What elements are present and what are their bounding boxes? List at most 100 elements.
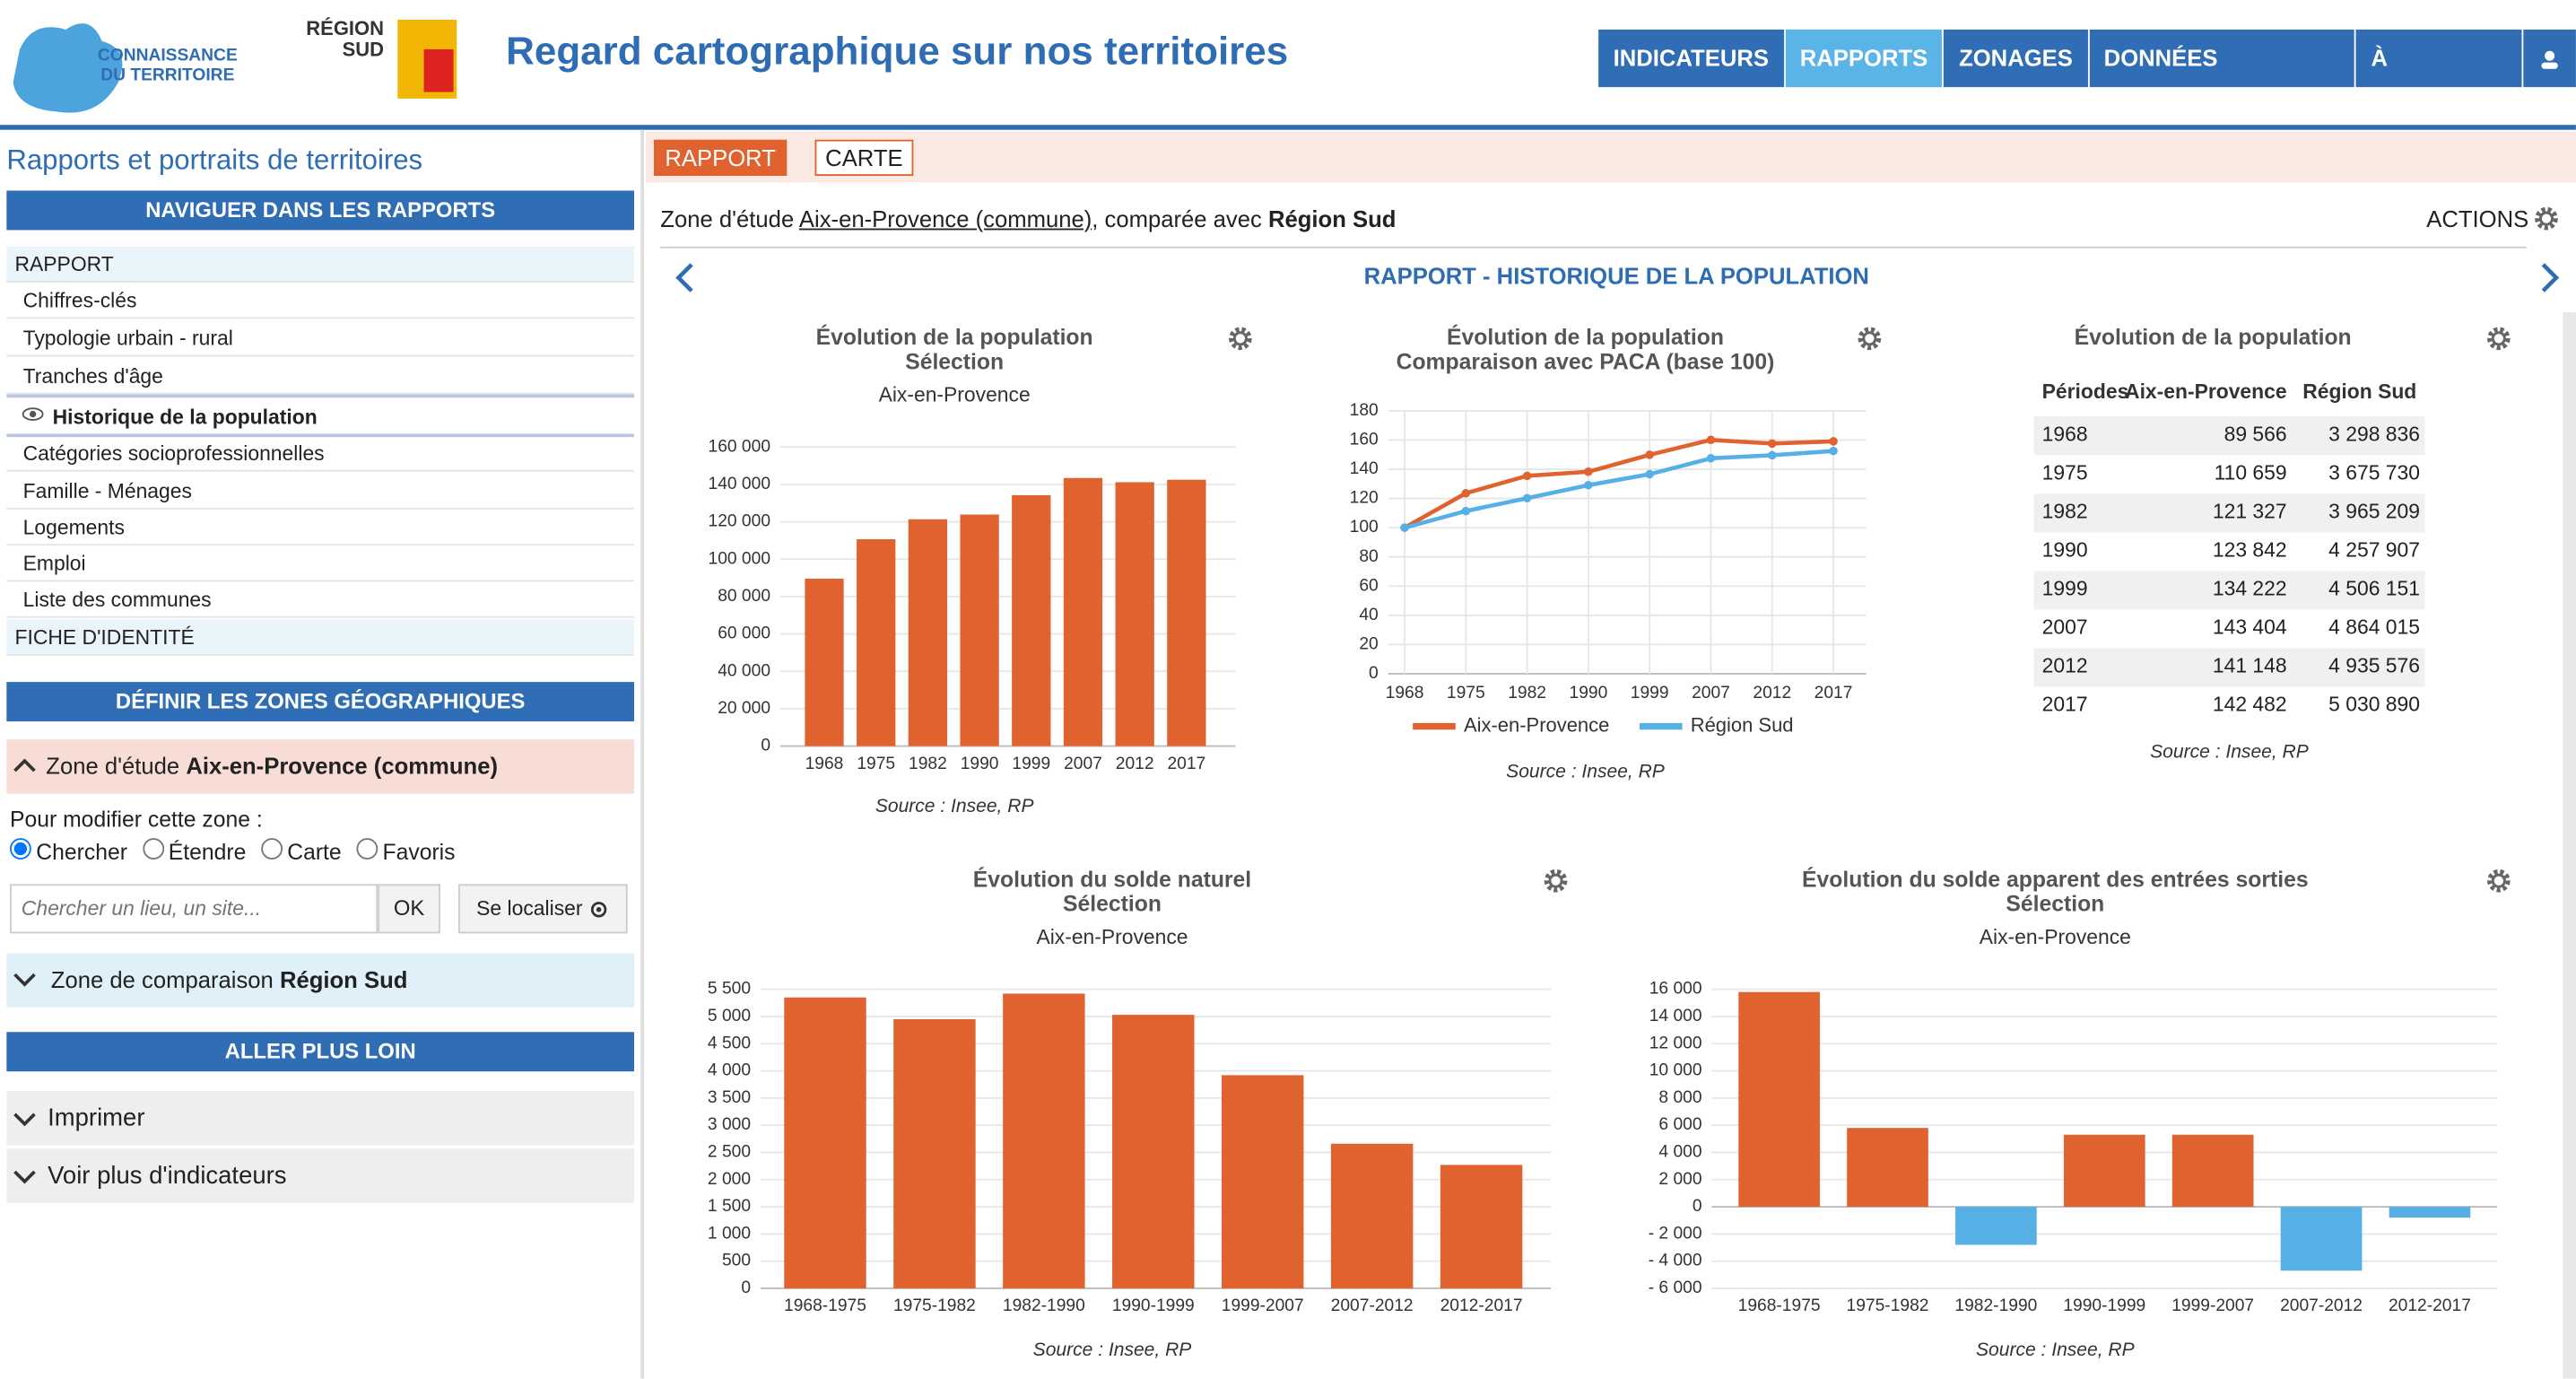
- bar: [805, 578, 844, 746]
- table-cell: 3 965 209: [2328, 500, 2420, 523]
- search-input[interactable]: [9, 884, 379, 934]
- comparison-zone[interactable]: Zone de comparaison Région Sud: [6, 953, 634, 1008]
- radio-input[interactable]: [260, 838, 283, 860]
- study-zone[interactable]: Zone d'étude Aix-en-Provence (commune): [6, 739, 634, 794]
- zone-link[interactable]: Aix-en-Provence (commune): [798, 205, 1092, 232]
- series-point: [1461, 488, 1471, 498]
- tab-active[interactable]: RAPPORT: [653, 139, 788, 176]
- bar: [2063, 1134, 2145, 1208]
- bar: [2389, 1207, 2471, 1218]
- y-tick-label: 160 000: [709, 437, 770, 456]
- tab[interactable]: CARTE: [814, 139, 914, 176]
- nav-link[interactable]: Typologie urbain - rural: [6, 320, 634, 357]
- nav-link[interactable]: Emploi: [6, 545, 634, 582]
- series-line: [1403, 437, 1834, 530]
- bar: [1115, 482, 1154, 746]
- table-cell: 1968: [2042, 422, 2088, 445]
- gear-icon[interactable]: [2487, 868, 2511, 893]
- sidebar-title: Rapports et portraits de territoires: [6, 144, 423, 176]
- collapsible[interactable]: Imprimer: [6, 1091, 634, 1146]
- chevron-down: [13, 973, 36, 987]
- logos: CONNAISSANCE DU TERRITOIRE RÉGION SUD: [13, 17, 457, 113]
- report-title: RAPPORT - HISTORIQUE DE LA POPULATION: [1364, 264, 1869, 289]
- table-cell: 121 327: [2213, 500, 2287, 523]
- x-tick-label: 1982: [909, 755, 947, 773]
- series-point: [1706, 454, 1716, 463]
- nav-item[interactable]: ZONAGES: [1945, 29, 2090, 88]
- ok-button[interactable]: OK: [378, 884, 440, 934]
- y-tick-label: 10 000: [1649, 1061, 1702, 1080]
- y-tick-label: 6 000: [1658, 1115, 1701, 1134]
- nav-link[interactable]: Chiffres-clés: [6, 283, 634, 319]
- nav-link-active[interactable]: Historique de la population: [6, 394, 634, 438]
- nav-link[interactable]: Catégories socioprofessionnelles: [6, 435, 634, 472]
- locate-button[interactable]: Se localiser: [458, 884, 628, 934]
- user-icon[interactable]: [2523, 30, 2576, 87]
- zone-name: Aix-en-Provence (commune): [186, 752, 499, 780]
- gear-icon[interactable]: [1544, 868, 1568, 893]
- y-tick-label: 60: [1359, 576, 1378, 595]
- y-tick-label: 5 500: [708, 980, 751, 999]
- nav-item[interactable]: INDICATEURS: [1598, 29, 1786, 88]
- series-point: [1522, 493, 1532, 503]
- y-tick-label: 120: [1350, 489, 1379, 508]
- separator: [660, 246, 2528, 249]
- radio[interactable]: Étendre: [137, 838, 246, 864]
- y-tick-label: 4 500: [708, 1034, 751, 1052]
- y-tick-label: - 4 000: [1649, 1252, 1702, 1270]
- x-tick-label: 2007-2012: [2280, 1296, 2363, 1315]
- prev-arrow[interactable]: [675, 263, 693, 292]
- radio-label: Favoris: [382, 839, 456, 865]
- radio-input[interactable]: [356, 838, 378, 860]
- radio-label: Étendre: [168, 839, 247, 865]
- gear-icon[interactable]: [1229, 327, 1252, 351]
- series-point: [1645, 469, 1654, 479]
- nav-link[interactable]: Liste des communes: [6, 581, 634, 618]
- bar: [960, 514, 999, 746]
- gear-icon: [2491, 873, 2506, 888]
- nav-link[interactable]: Famille - Ménages: [6, 474, 634, 510]
- x-tick-label: 1968: [805, 755, 844, 773]
- table-cell: 4 935 576: [2328, 654, 2420, 677]
- nav-item[interactable]: À PROPOS...: [2356, 29, 2524, 128]
- gear-icon[interactable]: [1858, 327, 1882, 351]
- nav-group[interactable]: FICHE D'IDENTITÉ: [6, 619, 634, 656]
- radio[interactable]: Favoris: [352, 838, 456, 864]
- radio[interactable]: Carte: [256, 838, 342, 864]
- sidebar-border: [640, 129, 644, 1379]
- table-cell: 5 030 890: [2328, 693, 2420, 716]
- radio-input[interactable]: [142, 838, 164, 860]
- radio-input[interactable]: [9, 838, 31, 860]
- nav-link[interactable]: Tranches d'âge: [6, 358, 634, 395]
- x-tick-label: 1975-1982: [893, 1296, 976, 1315]
- collapsible[interactable]: Voir plus d'indicateurs: [6, 1148, 634, 1203]
- mode-radios: Chercher Étendre Carte Favoris: [6, 838, 456, 864]
- x-tick-label: 2017: [1815, 684, 1853, 703]
- main-nav: INDICATEURS RAPPORTS ZONAGES DONNÉES EXT…: [1598, 29, 2576, 128]
- table-source: Source : Insee, RP: [2150, 741, 2309, 762]
- y-tick-label: 100: [1350, 518, 1379, 537]
- site-title: Regard cartographique sur nos territoire…: [506, 29, 1289, 74]
- table-cell: 2017: [2042, 693, 2088, 716]
- y-tick-label: 20: [1359, 634, 1378, 653]
- actions-button[interactable]: ACTIONS: [2426, 205, 2529, 232]
- table-cell: 1975: [2042, 460, 2088, 484]
- radio[interactable]: Chercher: [6, 838, 127, 864]
- next-arrow[interactable]: [2541, 263, 2560, 292]
- x-tick-label: 1975: [857, 755, 895, 773]
- gear-icon[interactable]: [2487, 327, 2511, 351]
- nav-link[interactable]: Logements: [6, 510, 634, 546]
- chart-zone: Aix-en-Provence: [1036, 925, 1188, 948]
- y-tick-label: 12 000: [1649, 1034, 1702, 1052]
- bar: [1167, 479, 1206, 746]
- nav-item[interactable]: DONNÉES EXTERNES: [2089, 29, 2357, 128]
- chevron-down: [13, 1113, 36, 1127]
- y-tick-label: 2 500: [708, 1143, 751, 1162]
- tab-strip: [645, 131, 2576, 183]
- nav-group[interactable]: RAPPORT: [6, 246, 634, 284]
- table-title: Évolution de la population: [2075, 325, 2352, 350]
- table-cell: 110 659: [2215, 460, 2287, 484]
- nav-item[interactable]: RAPPORTS: [1785, 29, 1945, 88]
- chart-title: Évolution du solde apparent des entrées …: [1802, 867, 2309, 892]
- gear-icon[interactable]: [2535, 206, 2558, 231]
